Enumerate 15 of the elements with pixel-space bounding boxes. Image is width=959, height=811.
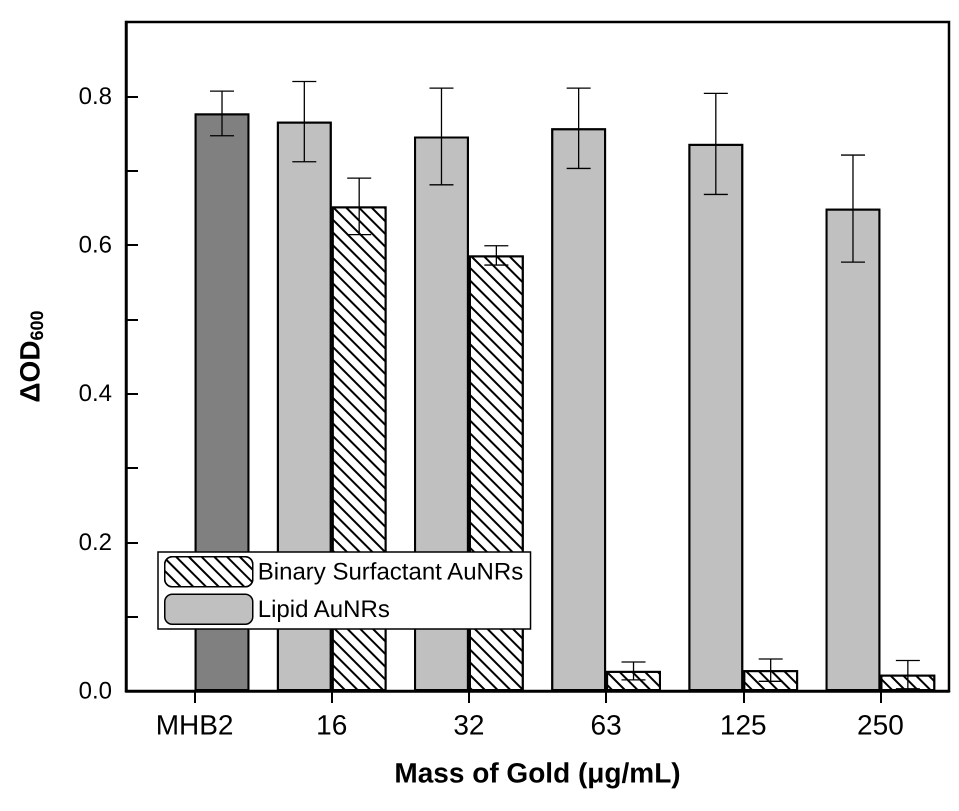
x-axis-title: Mass of Gold (μg/mL) <box>394 758 681 788</box>
legend-label: Binary Surfactant AuNRs <box>258 558 524 586</box>
y-tick-label: 0.4 <box>78 380 112 408</box>
x-tick-label: 250 <box>857 710 904 740</box>
x-tick-label: 16 <box>316 710 348 740</box>
x-tick-label: MHB2 <box>156 710 234 740</box>
x-tick-label: 125 <box>720 710 767 740</box>
legend-label: Lipid AuNRs <box>258 596 390 623</box>
y-tick-label: 0.0 <box>78 678 112 704</box>
y-axis-title: ΔOD600 <box>14 310 47 403</box>
y-tick-label: 0.6 <box>78 232 112 258</box>
y-tick-label: 0.2 <box>78 528 112 556</box>
y-tick-label: 0.8 <box>78 82 112 110</box>
x-tick-label: 63 <box>590 710 622 740</box>
x-tick-label: 32 <box>453 710 484 740</box>
